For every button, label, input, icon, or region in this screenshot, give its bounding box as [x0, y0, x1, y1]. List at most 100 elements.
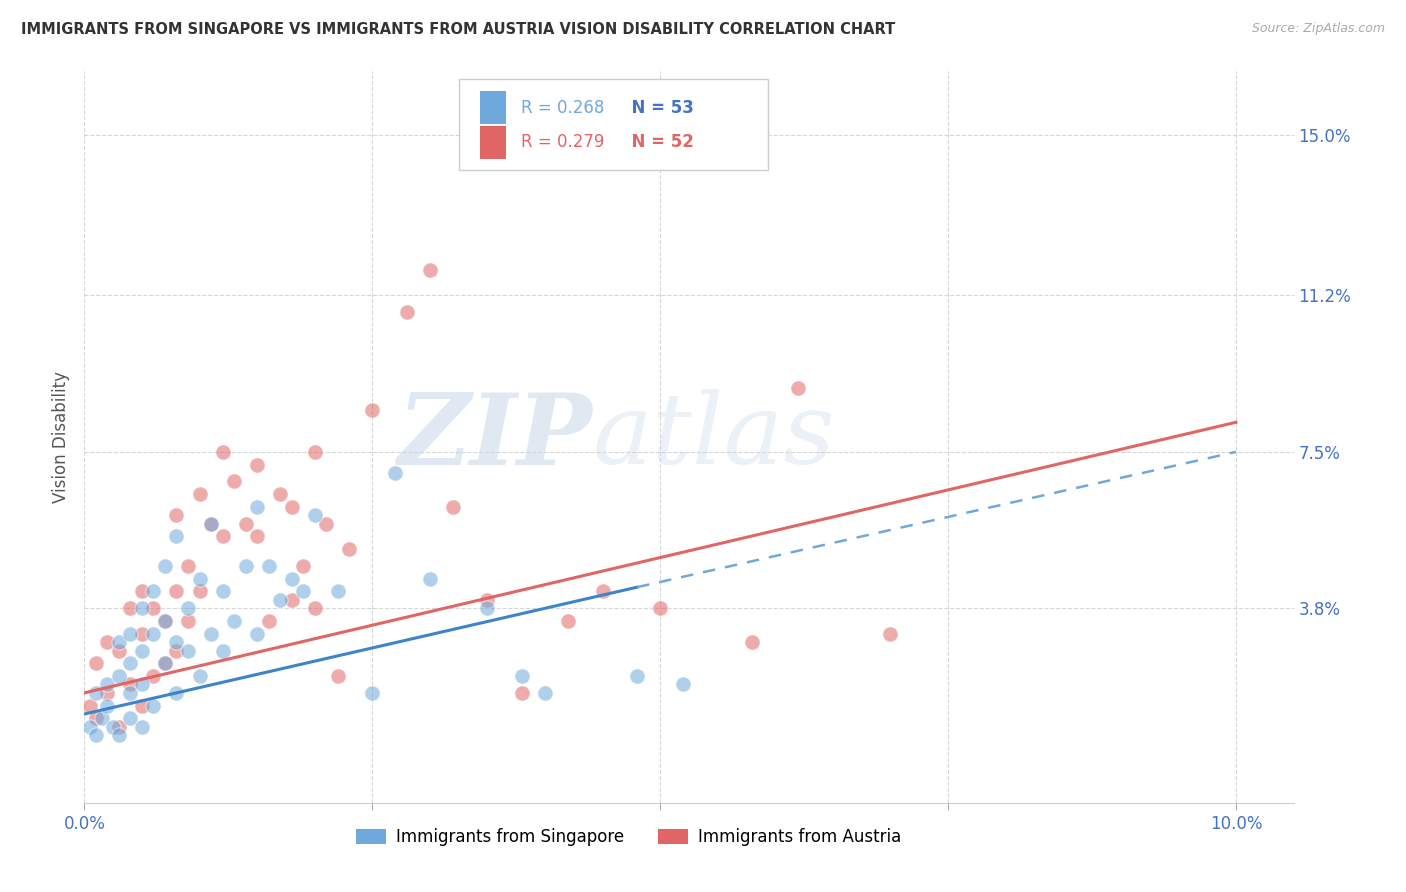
Point	[787, 381, 810, 395]
Point	[200, 516, 222, 531]
Point	[84, 728, 107, 742]
Text: ZIP: ZIP	[398, 389, 592, 485]
Point	[120, 711, 142, 725]
Point	[200, 516, 222, 531]
Point	[879, 626, 901, 640]
Text: IMMIGRANTS FROM SINGAPORE VS IMMIGRANTS FROM AUSTRIA VISION DISABILITY CORRELATI: IMMIGRANTS FROM SINGAPORE VS IMMIGRANTS …	[21, 22, 896, 37]
Point	[120, 657, 142, 671]
Point	[96, 698, 118, 713]
Point	[153, 657, 176, 671]
Point	[188, 487, 211, 501]
Point	[477, 592, 499, 607]
Point	[315, 516, 337, 531]
Point	[477, 601, 499, 615]
Point	[246, 500, 269, 514]
Point	[211, 529, 233, 543]
Point	[96, 635, 118, 649]
Point	[419, 263, 441, 277]
Point	[131, 626, 153, 640]
Point	[326, 584, 349, 599]
Text: R = 0.268: R = 0.268	[520, 99, 605, 117]
Point	[79, 698, 101, 713]
FancyBboxPatch shape	[479, 92, 506, 124]
Point	[592, 584, 614, 599]
Point	[120, 686, 142, 700]
Point	[269, 487, 291, 501]
Point	[142, 669, 165, 683]
Point	[361, 686, 384, 700]
Text: N = 53: N = 53	[620, 99, 695, 117]
Point	[166, 529, 188, 543]
Point	[626, 669, 648, 683]
Point	[361, 402, 384, 417]
Point	[120, 677, 142, 691]
Point	[153, 614, 176, 628]
Point	[108, 728, 131, 742]
Point	[741, 635, 763, 649]
Point	[166, 643, 188, 657]
Point	[557, 614, 579, 628]
Point	[96, 686, 118, 700]
Point	[211, 584, 233, 599]
Point	[108, 643, 131, 657]
Point	[166, 584, 188, 599]
Point	[153, 559, 176, 574]
Point	[188, 669, 211, 683]
Point	[292, 584, 315, 599]
FancyBboxPatch shape	[479, 126, 506, 159]
Point	[441, 500, 464, 514]
Point	[280, 572, 302, 586]
Point	[177, 643, 200, 657]
Point	[153, 657, 176, 671]
Point	[384, 466, 406, 480]
Point	[108, 635, 131, 649]
Point	[84, 686, 107, 700]
Point	[211, 445, 233, 459]
Point	[142, 584, 165, 599]
Point	[269, 592, 291, 607]
Point	[90, 711, 112, 725]
Point	[131, 677, 153, 691]
Point	[188, 584, 211, 599]
Point	[395, 305, 418, 319]
Point	[326, 669, 349, 683]
Point	[304, 445, 326, 459]
Point	[235, 516, 257, 531]
Point	[510, 686, 533, 700]
FancyBboxPatch shape	[460, 78, 768, 170]
Point	[200, 626, 222, 640]
Point	[142, 601, 165, 615]
Point	[131, 698, 153, 713]
Point	[246, 529, 269, 543]
Point	[246, 458, 269, 472]
Point	[120, 626, 142, 640]
Point	[166, 635, 188, 649]
Point	[337, 542, 360, 557]
Point	[177, 559, 200, 574]
Point	[166, 508, 188, 523]
Point	[419, 572, 441, 586]
Point	[108, 720, 131, 734]
Point	[188, 572, 211, 586]
Text: atlas: atlas	[592, 390, 835, 484]
Point	[120, 601, 142, 615]
Point	[131, 584, 153, 599]
Text: N = 52: N = 52	[620, 133, 695, 152]
Point	[153, 614, 176, 628]
Point	[222, 475, 245, 489]
Point	[235, 559, 257, 574]
Point	[101, 720, 124, 734]
Point	[131, 720, 153, 734]
Point	[177, 601, 200, 615]
Point	[142, 626, 165, 640]
Y-axis label: Vision Disability: Vision Disability	[52, 371, 70, 503]
Point	[79, 720, 101, 734]
Point	[650, 601, 672, 615]
Point	[108, 669, 131, 683]
Point	[292, 559, 315, 574]
Point	[534, 686, 557, 700]
Point	[280, 500, 302, 514]
Point	[177, 614, 200, 628]
Point	[131, 643, 153, 657]
Legend: Immigrants from Singapore, Immigrants from Austria: Immigrants from Singapore, Immigrants fr…	[350, 822, 907, 853]
